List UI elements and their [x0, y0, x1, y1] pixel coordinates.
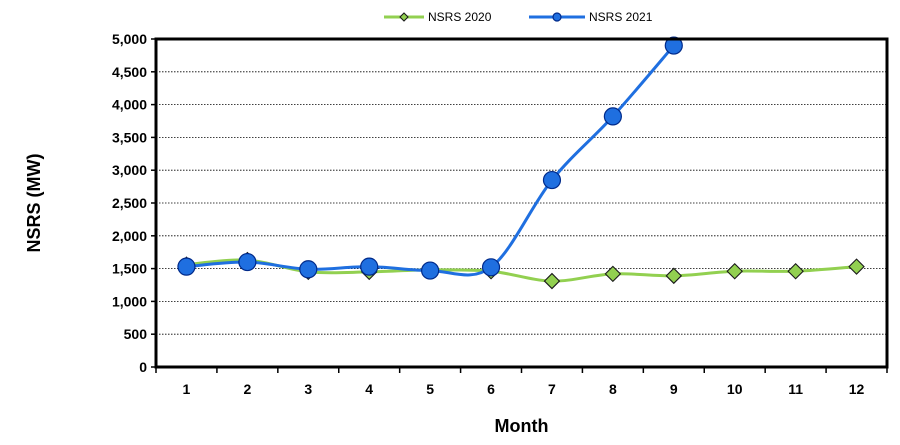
legend-label: NSRS 2020 — [428, 10, 492, 24]
x-tick-label: 4 — [365, 381, 373, 397]
x-tick-label: 7 — [548, 381, 556, 397]
y-tick-label: 2,000 — [112, 228, 147, 244]
data-point — [299, 260, 318, 279]
data-point — [787, 262, 804, 280]
y-tick-label: 2,500 — [112, 195, 147, 211]
data-point — [603, 107, 622, 126]
data-point — [542, 170, 562, 190]
data-point — [238, 252, 257, 272]
x-tick-label: 10 — [727, 381, 743, 397]
y-tick-label: 500 — [124, 326, 148, 342]
y-tick-label: 5,000 — [112, 31, 147, 47]
legend-marker — [552, 12, 562, 22]
y-tick-label: 4,000 — [112, 97, 147, 113]
x-axis: 1 2 3 4 5 6 7 8 9 10 11 12 — [155, 367, 888, 397]
data-point — [848, 258, 865, 275]
grid-lines — [156, 71, 887, 335]
legend-marker — [399, 12, 409, 22]
x-tick-label: 2 — [243, 381, 251, 397]
data-point — [177, 257, 196, 276]
data-point — [360, 257, 379, 276]
x-tick-label: 12 — [849, 381, 865, 397]
y-axis: 0 500 1,000 1,500 2,000 2,500 3,000 3,500 4,000 4… — [112, 31, 156, 375]
y-tick-label: 3,500 — [112, 129, 147, 145]
y-tick-label: 4,500 — [112, 64, 147, 80]
legend-label: NSRS 2021 — [589, 10, 653, 24]
y-axis-title: NSRS (MW) — [24, 154, 44, 253]
y-tick-label: 1,500 — [112, 261, 147, 277]
x-tick-label: 9 — [670, 381, 678, 397]
x-tick-label: 3 — [304, 381, 312, 397]
series-layer — [177, 36, 865, 290]
data-point — [421, 261, 440, 280]
x-tick-label: 1 — [183, 381, 191, 397]
x-tick-label: 5 — [426, 381, 434, 397]
x-tick-label: 11 — [788, 381, 803, 397]
y-tick-label: 3,000 — [112, 162, 147, 178]
data-point — [481, 258, 501, 277]
x-tick-label: 8 — [609, 381, 617, 397]
data-point — [664, 36, 683, 55]
y-tick-label: 1,000 — [112, 293, 147, 309]
y-tick-label: 0 — [139, 359, 147, 375]
data-point — [604, 265, 622, 283]
series-line-1 — [186, 258, 857, 283]
series-line-2 — [186, 44, 675, 277]
x-axis-title: Month — [495, 416, 549, 436]
data-point — [726, 262, 743, 280]
x-tick-label: 6 — [487, 381, 495, 397]
data-point — [665, 267, 683, 285]
data-point — [543, 272, 561, 290]
legend: NSRS 2020 NSRS 2021 — [384, 10, 653, 24]
